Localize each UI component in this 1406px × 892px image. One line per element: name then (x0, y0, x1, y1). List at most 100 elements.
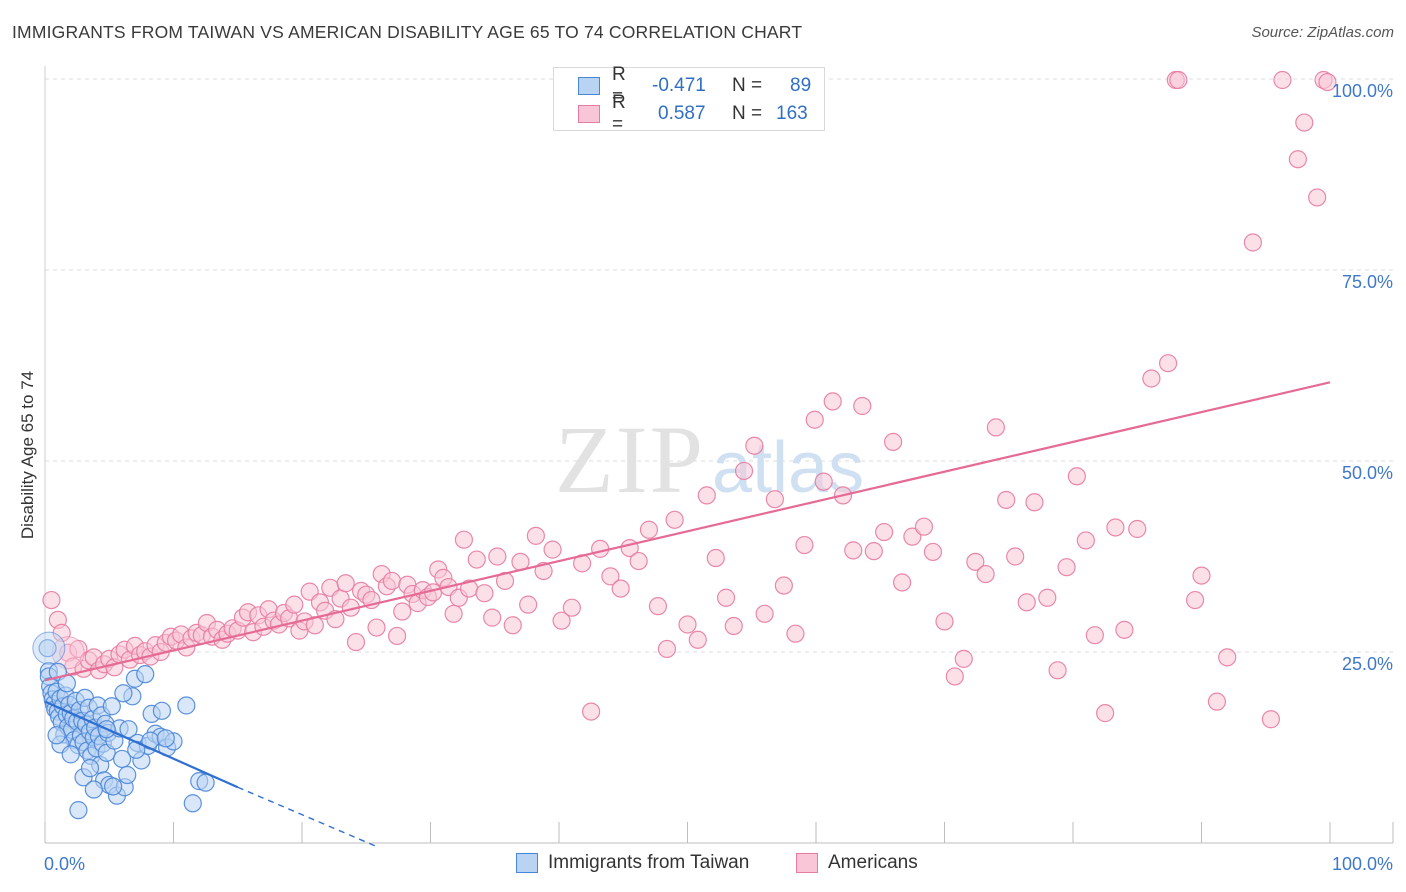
data-point (1025, 493, 1044, 512)
data-point (152, 701, 172, 720)
data-point (1295, 113, 1314, 132)
series-legend: Immigrants from Taiwan Americans (0, 852, 1406, 876)
trend-line-taiwan-extension (237, 786, 380, 849)
data-point (648, 597, 668, 616)
data-point (1218, 648, 1237, 667)
legend-row-taiwan: R = -0.471 N = 89 (578, 64, 812, 107)
legend-n-label: N = (732, 103, 763, 124)
data-point (285, 595, 304, 614)
data-point (892, 573, 912, 592)
grid (45, 78, 1393, 653)
legend-item-taiwan[interactable]: Immigrants from Taiwan (516, 852, 749, 874)
legend-item-americans[interactable]: Americans (796, 852, 918, 874)
data-point (678, 615, 697, 634)
legend-label-americans: Americans (828, 852, 918, 873)
data-point (488, 547, 507, 566)
y-tick-label: 100.0% (1332, 81, 1393, 101)
data-point (387, 626, 407, 646)
x-tick-label: 100.0% (1332, 854, 1393, 874)
data-point (1192, 566, 1211, 585)
data-point (853, 396, 872, 416)
data-point (1115, 620, 1134, 639)
data-point (774, 576, 793, 595)
data-point (393, 602, 412, 621)
data-point (1207, 692, 1227, 711)
data-point (823, 392, 842, 411)
data-point (367, 618, 386, 637)
data-point (1085, 626, 1104, 645)
legend-swatch-americans (578, 105, 600, 123)
data-point (444, 604, 463, 623)
data-point (745, 436, 764, 455)
data-point (1288, 150, 1307, 169)
data-point (966, 552, 985, 571)
data-point (526, 526, 545, 545)
data-point (755, 604, 774, 623)
legend-swatch-americans (796, 853, 818, 873)
data-point (47, 726, 66, 745)
data-point (805, 410, 824, 429)
tick-labels: 25.0% 50.0% 75.0% 100.0% 0.0% 100.0% (44, 81, 1393, 874)
data-point (183, 794, 202, 813)
trend-lines (44, 381, 1331, 849)
data-point (1096, 704, 1115, 723)
data-point (601, 567, 620, 586)
data-point (1048, 661, 1067, 680)
data-point (112, 749, 132, 769)
data-point (136, 665, 155, 684)
data-point (543, 540, 562, 559)
data-point (875, 522, 894, 542)
y-tick-label: 75.0% (1342, 272, 1393, 292)
data-point (495, 571, 515, 591)
y-tick-label: 50.0% (1342, 463, 1393, 483)
data-point (935, 612, 954, 631)
chart-title: IMMIGRANTS FROM TAIWAN VS AMERICAN DISAB… (12, 22, 803, 42)
data-point (665, 510, 684, 529)
y-tick-label: 25.0% (1342, 654, 1393, 674)
data-point (724, 616, 743, 636)
data-point (104, 777, 123, 796)
legend-r-label: R = (612, 64, 626, 107)
data-point (1273, 70, 1292, 90)
data-point (1106, 518, 1125, 537)
data-point (639, 520, 659, 539)
data-point (1067, 467, 1086, 486)
data-point (42, 590, 61, 610)
data-point (552, 611, 571, 630)
data-point (156, 729, 175, 748)
data-point (114, 684, 133, 703)
data-point (1318, 72, 1337, 92)
data-point (986, 418, 1006, 437)
y-axis-label: Disability Age 65 to 74 (18, 371, 37, 539)
data-point (688, 630, 707, 649)
data-point (1038, 588, 1057, 607)
data-point (814, 472, 833, 491)
data-point (914, 517, 934, 536)
data-point (562, 598, 581, 617)
legend-label-taiwan: Immigrants from Taiwan (548, 852, 750, 873)
trend-line-americans (44, 381, 1331, 682)
data-point (954, 649, 973, 668)
data-point (864, 542, 883, 561)
legend-swatch-taiwan (578, 77, 600, 95)
data-point (611, 579, 630, 598)
data-point (1308, 188, 1327, 207)
x-tick-label: 0.0% (44, 854, 85, 874)
data-point (1142, 369, 1161, 388)
data-point (61, 745, 80, 764)
legend-r-value: -0.471 (652, 75, 706, 96)
data-point (1185, 590, 1205, 610)
axes (44, 66, 1394, 844)
data-point (69, 801, 88, 820)
data-point (976, 564, 995, 584)
data-point (716, 588, 736, 607)
data-point (706, 548, 725, 568)
data-point (84, 780, 103, 799)
legend-n-value: 89 (790, 75, 812, 96)
trend-line-taiwan (44, 700, 239, 789)
series-americans (42, 70, 1337, 729)
data-point (786, 624, 805, 643)
watermark-zip: ZIP (555, 406, 705, 513)
series-immigrants-from-taiwan (32, 631, 215, 820)
